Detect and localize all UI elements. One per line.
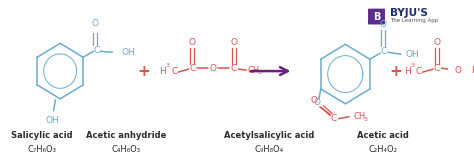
Text: C: C <box>171 67 178 76</box>
Text: C₂H₄O₂: C₂H₄O₂ <box>369 145 398 154</box>
Text: +: + <box>389 64 402 79</box>
Text: 3: 3 <box>363 117 367 122</box>
Text: B: B <box>373 12 380 22</box>
Text: O: O <box>230 38 237 47</box>
Text: O: O <box>313 98 320 107</box>
Text: H: H <box>471 66 474 75</box>
Text: C: C <box>434 64 440 73</box>
Text: 3: 3 <box>257 70 262 75</box>
Text: OH: OH <box>46 116 60 125</box>
Text: BYJU'S: BYJU'S <box>390 8 428 18</box>
Text: C₉H₈O₄: C₉H₈O₄ <box>255 145 284 154</box>
Text: 3: 3 <box>166 63 170 68</box>
Text: C: C <box>189 64 195 73</box>
Text: +: + <box>138 64 151 79</box>
Text: CH: CH <box>247 66 259 75</box>
Text: Salicylic acid: Salicylic acid <box>11 131 73 140</box>
Text: O: O <box>454 66 461 75</box>
Text: C: C <box>381 47 387 56</box>
Text: H: H <box>159 67 166 76</box>
Text: O: O <box>433 38 440 47</box>
Text: C₄H₆O₃: C₄H₆O₃ <box>111 145 140 154</box>
Text: C₇H₆O₃: C₇H₆O₃ <box>27 145 56 154</box>
Text: C: C <box>93 46 100 55</box>
Text: Acetylsalicylic acid: Acetylsalicylic acid <box>224 131 314 140</box>
Text: 3: 3 <box>410 63 414 68</box>
Text: O: O <box>380 20 387 29</box>
Text: Acetic acid: Acetic acid <box>357 131 409 140</box>
Text: H: H <box>404 67 410 76</box>
Text: CH: CH <box>354 112 366 121</box>
Text: The Learning App: The Learning App <box>390 18 438 23</box>
Text: OH: OH <box>406 50 419 59</box>
Text: O: O <box>310 96 318 105</box>
Text: O: O <box>189 38 196 47</box>
Text: Acetic anhydride: Acetic anhydride <box>86 131 166 140</box>
Text: OH: OH <box>122 48 136 57</box>
FancyBboxPatch shape <box>368 9 385 24</box>
Text: C: C <box>231 64 237 73</box>
Text: O: O <box>210 64 217 73</box>
Text: C: C <box>416 67 422 76</box>
Text: O: O <box>92 19 99 28</box>
Text: C: C <box>331 114 337 123</box>
